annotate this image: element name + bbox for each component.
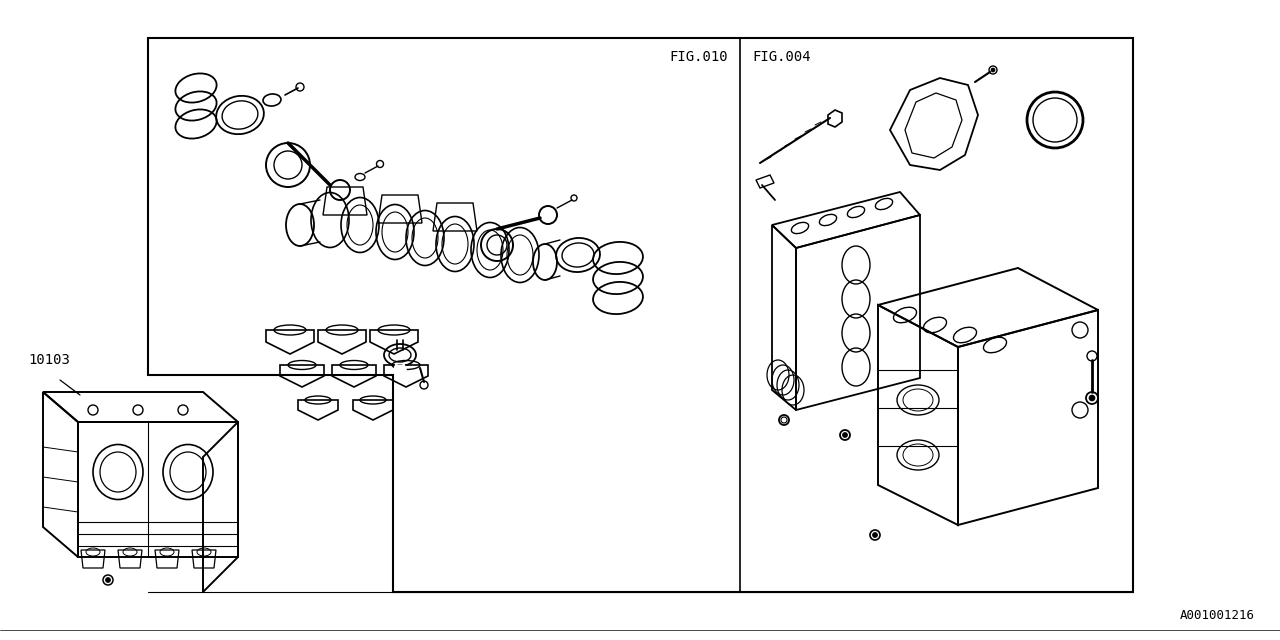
Circle shape (105, 577, 110, 582)
Text: A001001216: A001001216 (1180, 609, 1254, 622)
Circle shape (1089, 395, 1094, 401)
Circle shape (991, 68, 995, 72)
Text: 10103: 10103 (28, 353, 70, 367)
Text: FIG.010: FIG.010 (669, 50, 728, 64)
Circle shape (842, 433, 847, 438)
Circle shape (873, 532, 878, 538)
Text: FIG.004: FIG.004 (753, 50, 810, 64)
Wedge shape (394, 365, 406, 371)
